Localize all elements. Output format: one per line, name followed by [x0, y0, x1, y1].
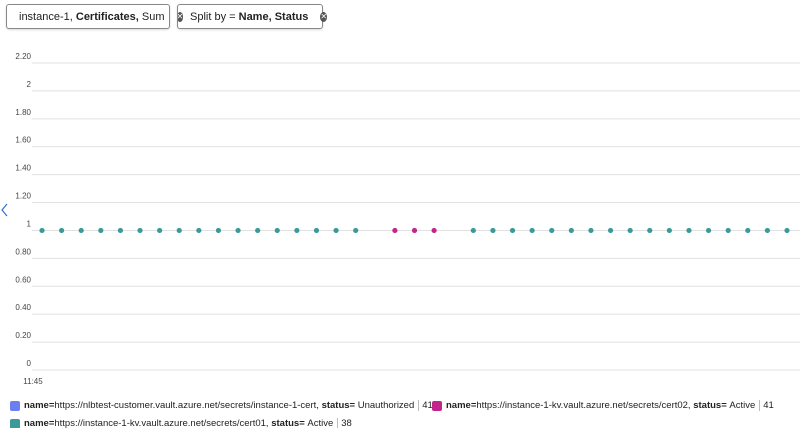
data-point [666, 227, 672, 234]
y-tick-label: 1.40 [15, 164, 31, 173]
series-name: https://instance-1-kv.vault.azure.net/se… [54, 418, 269, 428]
metric-pill[interactable]: instance-1, Certificates, Sum ✕ [6, 4, 184, 29]
data-point [333, 227, 339, 234]
legend-swatch [10, 400, 20, 411]
data-point [274, 227, 280, 234]
split-fields: Name, Status [238, 10, 309, 23]
remove-button[interactable]: ✕ [320, 11, 328, 22]
series-total: 38 [337, 418, 352, 428]
y-tick-label: 0.40 [15, 303, 31, 312]
data-point [411, 227, 418, 234]
data-point [137, 227, 143, 234]
scroll-left[interactable] [1, 203, 8, 217]
data-point [470, 227, 476, 234]
data-point [117, 227, 124, 234]
series-name: https://instance-1-kv.vault.azure.net/se… [476, 400, 691, 411]
data-point [176, 227, 182, 234]
legend-key: status= [271, 418, 305, 428]
data-point [215, 227, 222, 234]
data-point [255, 227, 261, 234]
aggregation: Sum [141, 10, 165, 23]
data-point [78, 227, 84, 234]
x-tick-label: 11:45 [23, 377, 43, 386]
data-point [313, 227, 320, 234]
data-point [705, 227, 712, 234]
split-prefix: Split by = [190, 10, 236, 23]
data-point [745, 227, 751, 234]
data-point [196, 227, 202, 234]
legend-entry[interactable]: name= https://nlbtest-customer.vault.azur… [10, 400, 433, 411]
data-point [588, 227, 594, 234]
legend-swatch [10, 418, 20, 428]
data-point [686, 227, 692, 234]
data-point [568, 227, 574, 234]
legend-key: name= [24, 400, 55, 411]
data-point [490, 227, 496, 234]
legend-key: name= [24, 418, 55, 428]
data-point [392, 227, 398, 234]
data-point [59, 227, 65, 234]
legend-swatch [432, 400, 442, 411]
data-point [39, 227, 45, 234]
data-point [627, 227, 633, 234]
y-tick-label: 0.80 [15, 247, 31, 256]
legend-key: status= [693, 400, 727, 411]
resource: instance-1, [19, 10, 73, 23]
data-point [157, 227, 163, 234]
series-total: 41 [759, 400, 774, 411]
series-status: Active [307, 418, 334, 428]
y-tick-label: 2.20 [15, 52, 31, 61]
data-point [725, 227, 731, 234]
y-tick-label: 1.80 [15, 108, 31, 117]
y-tick-label: 2 [27, 80, 32, 89]
data-point [294, 227, 300, 234]
data-point [353, 227, 359, 234]
data-point [235, 227, 241, 234]
legend-entry[interactable]: name= https://instance-1-kv.vault.azure.n… [432, 400, 774, 411]
series-status: Unauthorized [357, 400, 415, 411]
split-pill[interactable]: Split by = Name, Status ✕ [177, 4, 328, 29]
data-point [431, 227, 437, 234]
data-point [607, 227, 614, 234]
y-tick-label: 0 [27, 359, 32, 368]
data-point [98, 227, 104, 234]
y-tick-label: 1.60 [15, 136, 31, 145]
metric: Certificates, [75, 10, 139, 23]
legend-key: status= [321, 400, 356, 411]
data-point [509, 227, 516, 234]
series-total: 41 [418, 400, 433, 411]
data-point [764, 227, 770, 234]
data-point [784, 227, 790, 234]
data-point [529, 227, 535, 234]
chart: 0 0.20 0.40 0.60 0.80 1 1.20 1.40 1.60 1.80 2 2.20 1… [1, 52, 800, 386]
y-tick-label: 0.20 [15, 331, 31, 340]
legend-key: name= [446, 400, 477, 411]
data-point [549, 227, 555, 234]
remove-button[interactable]: ✕ [176, 11, 184, 22]
legend-entry[interactable]: name= https://instance-1-kv.vault.azure.n… [10, 418, 352, 428]
y-tick-label: 1.20 [15, 192, 31, 201]
y-tick-label: 1 [27, 219, 32, 228]
y-tick-label: 0.60 [15, 275, 31, 284]
data-point [647, 227, 653, 234]
series-status: Active [729, 400, 756, 411]
series-name: https://nlbtest-customer.vault.azure.net… [54, 400, 319, 411]
